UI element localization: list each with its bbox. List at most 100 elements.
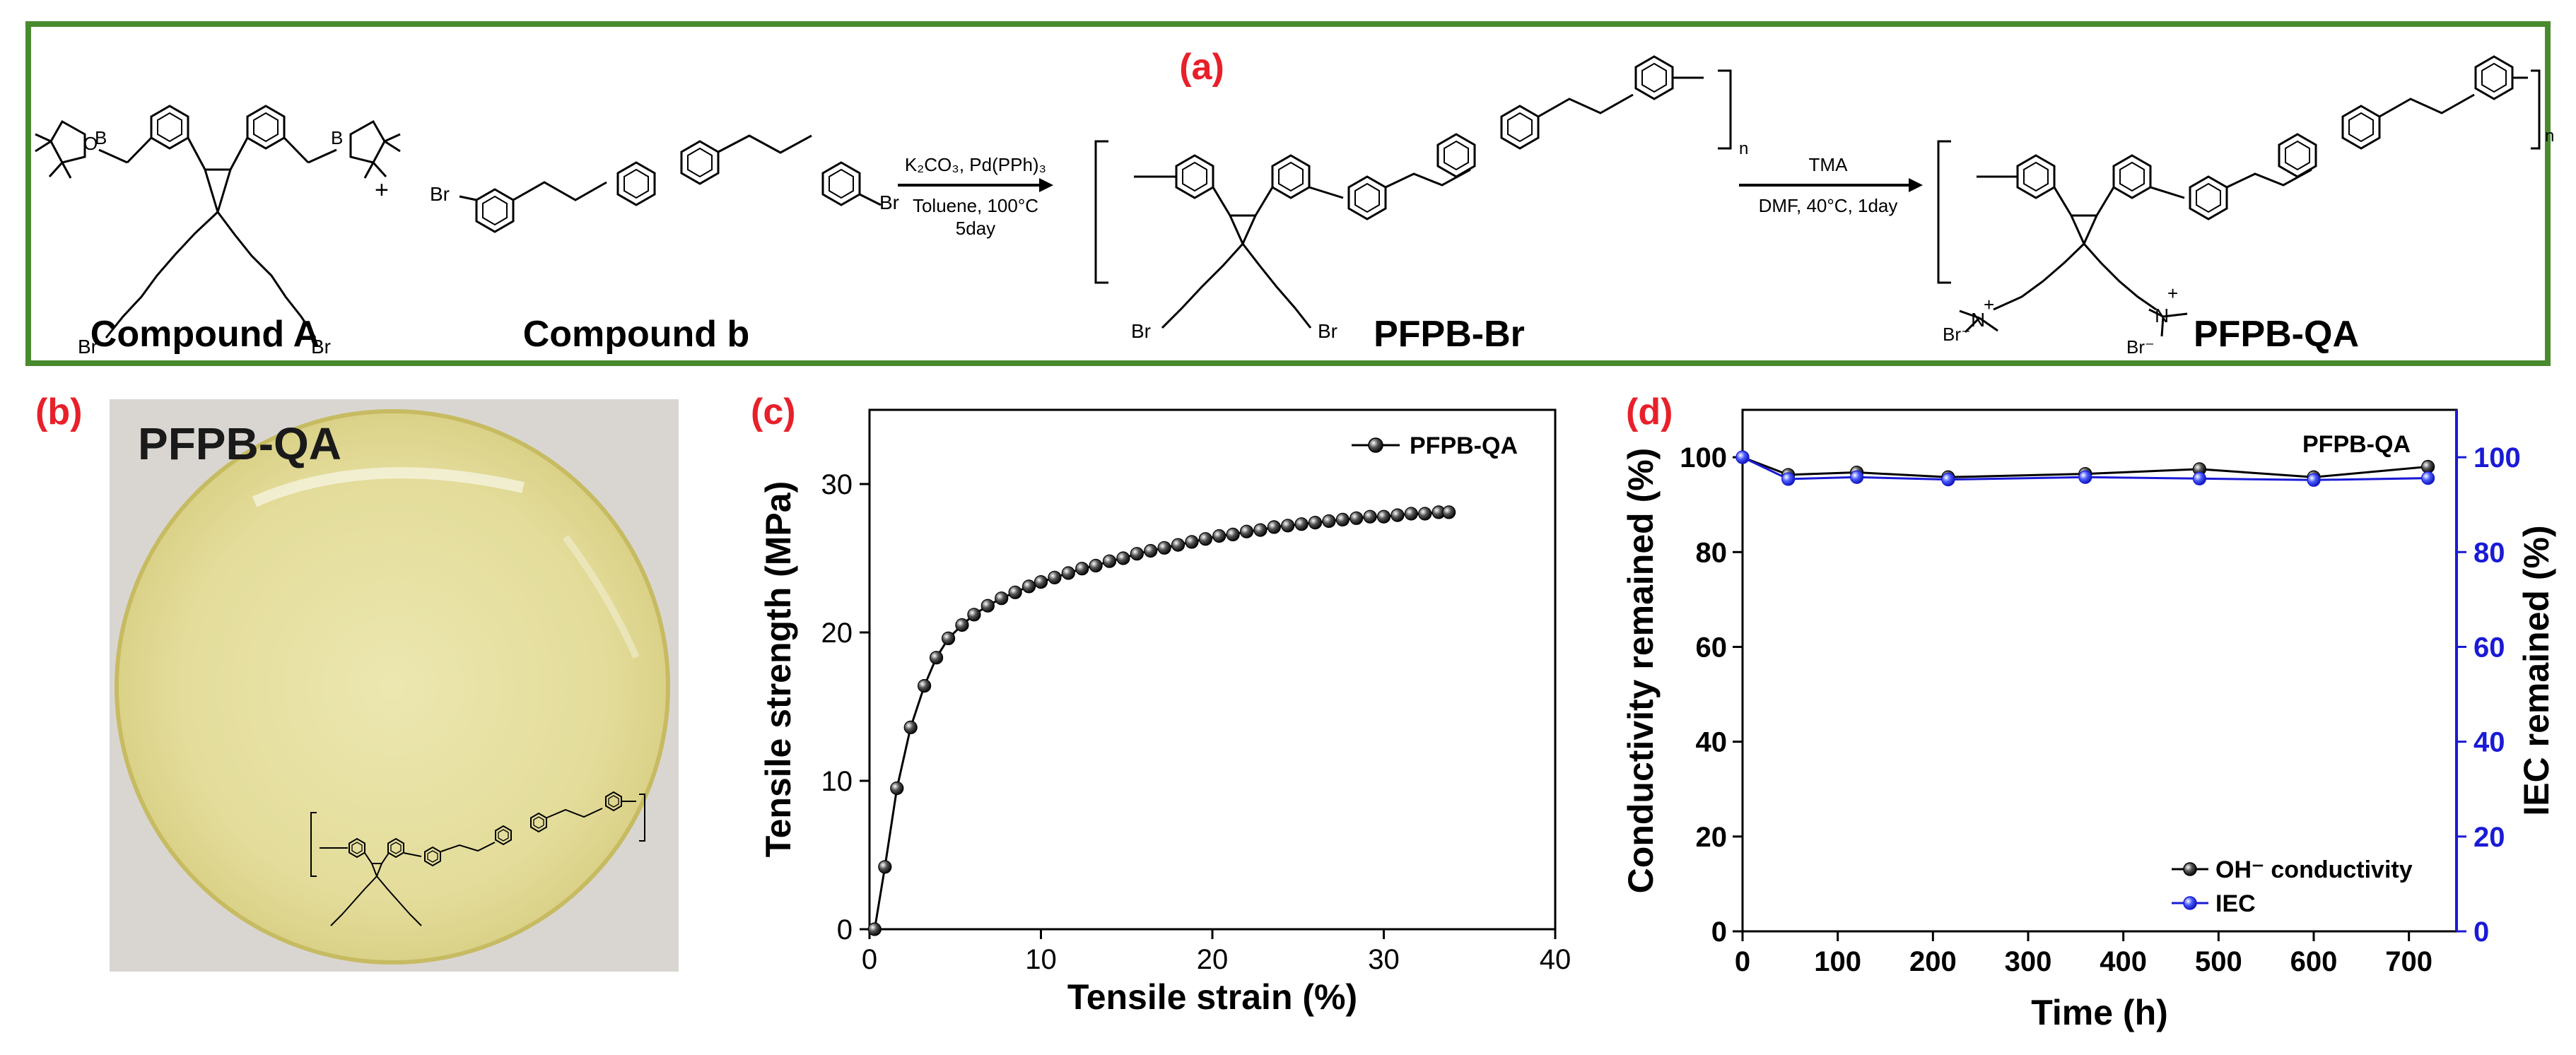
panel-a-tag: (a) xyxy=(1179,47,1224,88)
atom-br: Br xyxy=(78,336,98,358)
data-point xyxy=(1322,514,1336,529)
series-line-pfpb-qa xyxy=(873,511,1449,930)
y-tick-label: 100 xyxy=(1680,442,1727,473)
atom-br: Br xyxy=(430,183,450,205)
data-point xyxy=(1212,529,1226,543)
y-tick-label: 80 xyxy=(1696,537,1728,568)
y2-tick-label: 80 xyxy=(2473,537,2505,568)
data-point xyxy=(1350,511,1364,525)
y-tick-label: 40 xyxy=(1696,727,1728,758)
compound-a-label: Compound A xyxy=(90,314,320,355)
y-axis-label: Conductivity remained (%) xyxy=(1621,448,1661,894)
data-point xyxy=(1404,507,1418,521)
data-point xyxy=(1335,512,1350,527)
atom-br-minus: Br⁻ xyxy=(1943,324,1971,345)
y-tick-label: 0 xyxy=(1711,917,1727,948)
photo-structure xyxy=(310,791,645,926)
data-point xyxy=(1781,472,1796,486)
data-point xyxy=(941,631,956,646)
atom-n-charge: + xyxy=(2167,283,2178,304)
plot-frame xyxy=(1741,408,2458,933)
film-glare xyxy=(252,467,525,507)
data-point xyxy=(1075,562,1089,576)
legend-marker xyxy=(2183,862,2197,876)
scheme-border xyxy=(25,21,2551,366)
data-point xyxy=(1130,547,1144,561)
product1-label: PFPB-Br xyxy=(1374,314,1525,355)
legend-label: PFPB-QA xyxy=(1410,432,1518,459)
reaction-arrow-1-head xyxy=(1039,178,1053,192)
plot-frame xyxy=(868,408,1557,931)
compound-a-structure xyxy=(35,105,401,338)
data-point xyxy=(2307,473,2321,487)
x-tick-label: 30 xyxy=(1368,944,1400,975)
x-tick-label: 600 xyxy=(2290,946,2338,977)
legend-label: IEC xyxy=(2215,890,2256,917)
data-point xyxy=(1376,509,1391,524)
data-point xyxy=(1442,505,1456,519)
y-tick-label: 30 xyxy=(821,469,853,500)
reaction-arrow-2-head xyxy=(1909,178,1923,192)
panel-a-scheme: (a) O B B Br Br Compound A + xyxy=(25,21,2554,366)
step1-reagents: K₂CO₃, Pd(PPh)₃ xyxy=(905,154,1046,175)
data-point xyxy=(1226,527,1240,542)
x-tick-label: 0 xyxy=(1735,946,1750,977)
panel-d-chart: (d) 0 100 200 300 400 500 600 700 0 20 40 60 80 100 0 2… xyxy=(1621,391,2556,1032)
x-tick-label: 0 xyxy=(862,944,877,975)
panel-d-tag: (d) xyxy=(1626,391,1673,432)
step2-conditions: DMF, 40°C, 1day xyxy=(1759,195,1898,216)
series-line-iec xyxy=(1742,456,2428,481)
data-point xyxy=(917,678,932,693)
y2-tick-label: 100 xyxy=(2473,442,2521,473)
compound-b-structure xyxy=(459,134,882,233)
data-point xyxy=(1061,566,1075,580)
y2-tick-label: 20 xyxy=(2473,822,2505,853)
data-point xyxy=(1089,558,1103,573)
step2-reagent: TMA xyxy=(1809,154,1849,175)
data-point xyxy=(1391,508,1405,522)
atom-br-minus: Br⁻ xyxy=(2126,336,2155,358)
data-point xyxy=(2421,471,2435,485)
atom-n: N xyxy=(2155,305,2169,326)
film-glare xyxy=(562,535,640,659)
x-tick-label: 200 xyxy=(1909,946,1957,977)
product2-label: PFPB-QA xyxy=(2194,314,2359,355)
panel-b-photo: (b) PFPB-QA xyxy=(35,391,679,972)
y-tick-label: 0 xyxy=(837,914,853,945)
pfpb-qa-structure xyxy=(1937,55,2541,337)
y2-tick-label: 60 xyxy=(2473,632,2505,663)
x-tick-label: 500 xyxy=(2195,946,2242,977)
panel-b-tag: (b) xyxy=(35,391,82,432)
y2-axis-label: IEC remained (%) xyxy=(2517,525,2556,815)
data-point xyxy=(1363,509,1377,524)
data-point xyxy=(1102,554,1117,568)
data-point xyxy=(1308,515,1323,530)
x-tick-label: 40 xyxy=(1540,944,1571,975)
x-tick-label: 700 xyxy=(2385,946,2432,977)
x-axis-label: Time (h) xyxy=(2031,993,2168,1032)
repeat-n: n xyxy=(1739,139,1748,158)
atom-o: O xyxy=(83,133,98,154)
data-point xyxy=(1185,535,1199,549)
step1-time: 5day xyxy=(956,218,995,239)
data-point xyxy=(903,720,918,735)
chart-annotation: PFPB-QA xyxy=(2302,431,2411,458)
data-point xyxy=(1157,541,1171,555)
y2-tick-label: 0 xyxy=(2473,917,2489,948)
data-point xyxy=(1281,519,1295,533)
plus-sign: + xyxy=(375,177,389,204)
y-tick-label: 20 xyxy=(821,618,853,649)
x-tick-label: 20 xyxy=(1197,944,1229,975)
y2-tick-label: 40 xyxy=(2473,727,2505,758)
atom-b: B xyxy=(95,127,107,148)
data-point xyxy=(1239,524,1254,538)
legend-label: OH⁻ conductivity xyxy=(2215,856,2413,883)
data-point xyxy=(2192,471,2206,485)
step1-solvent: Toluene, 100°C xyxy=(913,195,1038,216)
y-tick-label: 60 xyxy=(1696,632,1728,663)
x-tick-label: 300 xyxy=(2005,946,2052,977)
data-point xyxy=(2421,459,2435,474)
x-tick-label: 400 xyxy=(2100,946,2147,977)
